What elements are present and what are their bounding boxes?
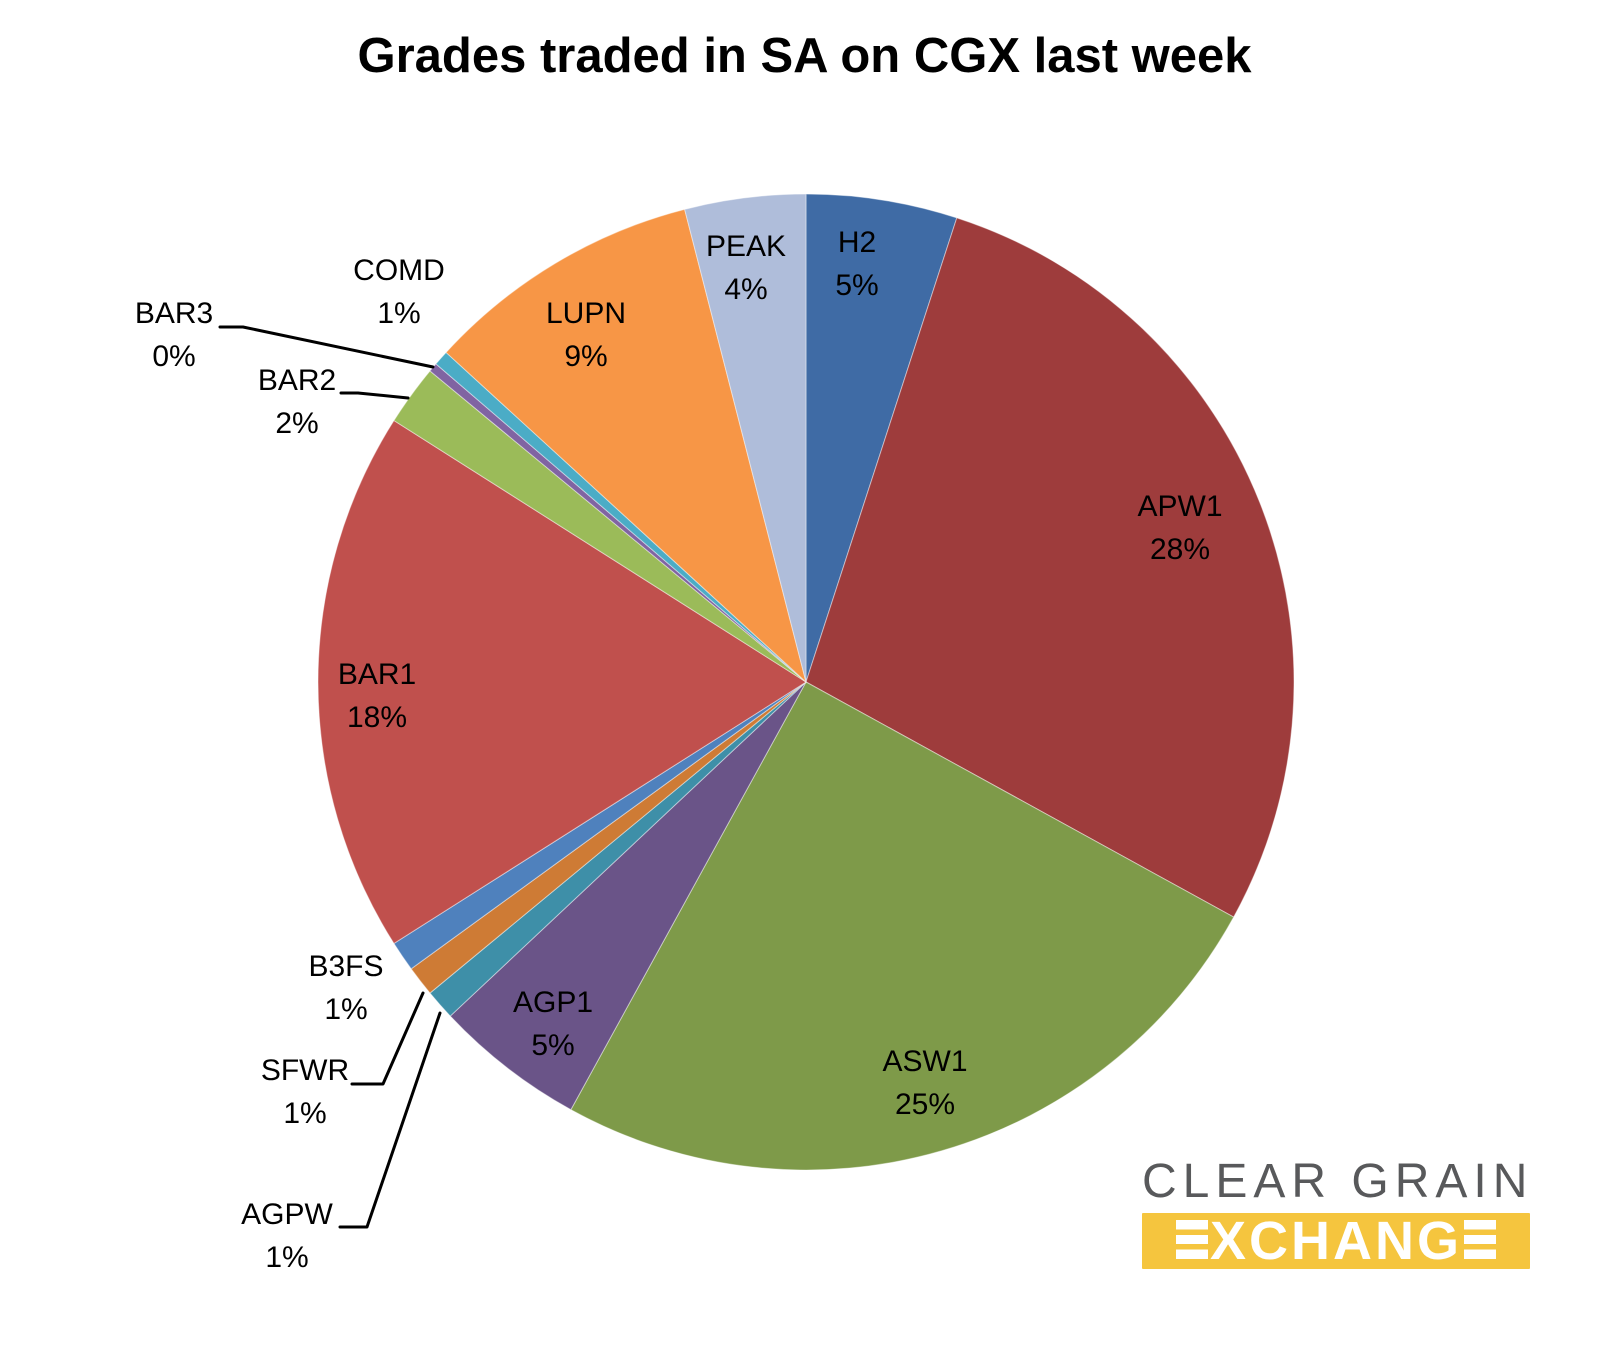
pie-slice-LUPN [445, 208, 807, 684]
slice-label-ASW1-pct: 25% [895, 1088, 955, 1121]
pie-slice-APW1 [805, 217, 1295, 918]
slice-label-BAR3-name: BAR3 [135, 297, 213, 330]
logo-exchange-bar: XCHANG [1142, 1210, 1530, 1272]
slice-label-H2-name: H2 [838, 226, 876, 259]
pie-slice-AGPW [429, 681, 807, 1017]
slice-label-ASW1-name: ASW1 [882, 1045, 967, 1078]
pie-slice-PEAK [684, 193, 807, 683]
slice-label-LUPN-name: LUPN [546, 297, 626, 330]
pie-slice-BAR2 [393, 370, 807, 683]
pie-slice-H2 [805, 193, 958, 683]
slice-label-H2-pct: 5% [835, 269, 878, 302]
leader-line-BAR2 [339, 391, 410, 400]
pie-slice-COMD [435, 351, 807, 683]
slice-label-SFWR-pct: 1% [283, 1097, 326, 1130]
slice-label-COMD-name: COMD [353, 254, 445, 287]
slice-label-AGP1-name: AGP1 [513, 986, 593, 1019]
leader-line-BAR3 [218, 325, 435, 369]
slice-label-SFWR-name: SFWR [261, 1054, 349, 1087]
slice-label-AGPW-name: AGPW [241, 1198, 333, 1231]
slice-label-B3FS-pct: 1% [324, 993, 367, 1026]
pie-slice-ASW1 [570, 681, 1235, 1171]
pie-slice-AGP1 [449, 681, 807, 1111]
slice-label-APW1-name: APW1 [1137, 490, 1222, 523]
slice-label-BAR2-pct: 2% [275, 407, 318, 440]
pie-slice-B3FS [393, 681, 807, 970]
logo-exchange-text: XCHANG [1174, 1210, 1499, 1272]
logo-stylized-e [1464, 1220, 1497, 1259]
logo-clear-grain-text: CLEAR GRAIN [1142, 1155, 1534, 1208]
slice-label-B3FS-name: B3FS [308, 950, 383, 983]
slice-label-PEAK-pct: 4% [724, 273, 767, 306]
leader-line-SFWR [350, 991, 425, 1086]
pie-slice-SFWR [410, 681, 807, 994]
slice-label-BAR3-pct: 0% [152, 340, 195, 373]
slice-label-LUPN-pct: 9% [564, 340, 607, 373]
slice-label-BAR1-pct: 18% [347, 701, 407, 734]
leader-line-AGPW [338, 1011, 442, 1229]
slice-label-APW1-pct: 28% [1150, 533, 1210, 566]
slice-label-BAR1-name: BAR1 [338, 658, 416, 691]
slice-label-PEAK-name: PEAK [706, 230, 786, 263]
slice-label-AGPW-pct: 1% [265, 1241, 308, 1274]
slice-label-BAR2-name: BAR2 [258, 364, 336, 397]
slice-label-COMD-pct: 1% [377, 297, 420, 330]
slice-label-AGP1-pct: 5% [531, 1029, 574, 1062]
cgx-logo: CLEAR GRAIN XCHANG [1142, 1155, 1534, 1272]
chart-title: Grades traded in SA on CGX last week [357, 29, 1252, 83]
logo-stylized-e [1175, 1220, 1208, 1259]
pie-slice-BAR1 [317, 419, 807, 945]
